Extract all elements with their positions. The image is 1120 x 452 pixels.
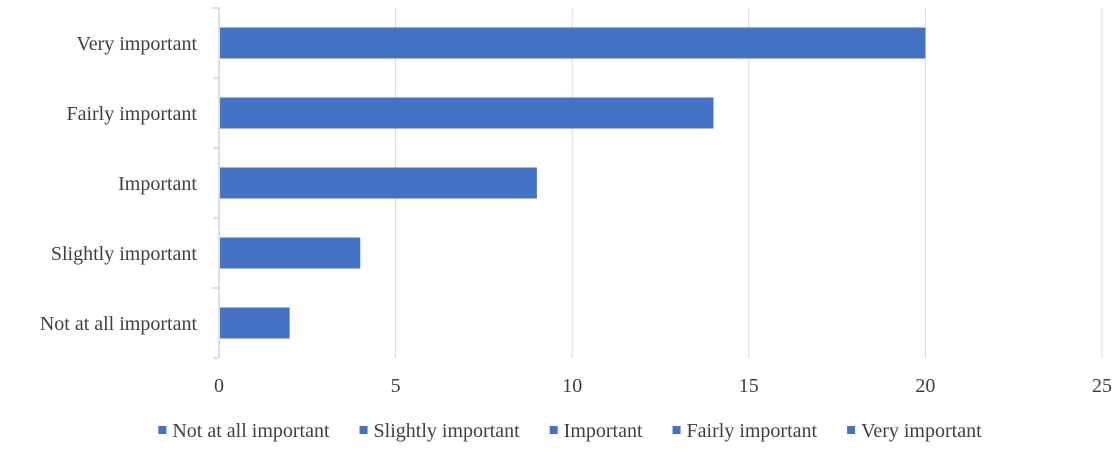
gridlines	[395, 8, 1103, 358]
legend-label: Very important	[861, 420, 982, 442]
legend-marker	[359, 426, 368, 434]
x-tick-label: 0	[214, 375, 224, 397]
legend-marker	[672, 426, 681, 434]
legend-item: Fairly important	[672, 420, 818, 442]
x-tick-label: 20	[915, 375, 935, 397]
legend-item: Not at all important	[158, 420, 330, 442]
category-label: Fairly important	[66, 103, 197, 125]
legend-label: Slightly important	[374, 420, 521, 442]
category-axis	[213, 7, 220, 359]
x-tick-label: 25	[1092, 375, 1112, 397]
legend-item: Slightly important	[359, 420, 521, 442]
category-label: Not at all important	[40, 313, 198, 335]
value-axis-ticks: 0 5 10 15 20 25	[214, 375, 1112, 397]
category-label: Important	[118, 173, 197, 195]
bar-not-at-all-important	[220, 307, 290, 339]
legend-label: Fairly important	[687, 420, 818, 442]
bar-important	[220, 167, 537, 199]
legend: Not at all important Slightly important Im…	[158, 420, 982, 442]
x-tick-label: 15	[739, 375, 759, 397]
category-labels: Not at all important Slightly important Im…	[40, 33, 198, 335]
category-label: Very important	[76, 33, 197, 55]
bars	[220, 27, 926, 339]
x-tick-label: 10	[562, 375, 582, 397]
x-tick-label: 5	[391, 375, 401, 397]
legend-marker	[549, 426, 558, 434]
legend-label: Not at all important	[172, 420, 330, 442]
legend-item: Very important	[847, 420, 982, 442]
bar-very-important	[220, 27, 926, 59]
legend-item: Important	[549, 420, 643, 442]
bar-slightly-important	[220, 237, 361, 269]
bar-fairly-important	[220, 97, 714, 129]
legend-label: Important	[564, 420, 643, 442]
legend-marker	[847, 426, 856, 434]
category-label: Slightly important	[51, 243, 198, 265]
legend-marker	[158, 426, 167, 434]
